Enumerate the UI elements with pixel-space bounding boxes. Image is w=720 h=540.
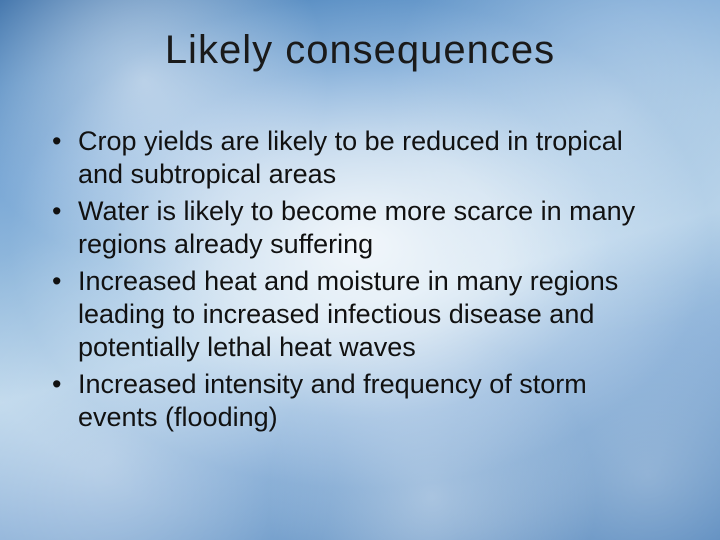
list-item: Increased intensity and frequency of sto… — [48, 368, 672, 434]
slide: Likely consequences Crop yields are like… — [0, 0, 720, 540]
list-item: Water is likely to become more scarce in… — [48, 195, 672, 261]
list-item: Crop yields are likely to be reduced in … — [48, 125, 672, 191]
slide-title: Likely consequences — [48, 28, 672, 73]
list-item: Increased heat and moisture in many regi… — [48, 265, 672, 364]
bullet-list: Crop yields are likely to be reduced in … — [48, 125, 672, 433]
